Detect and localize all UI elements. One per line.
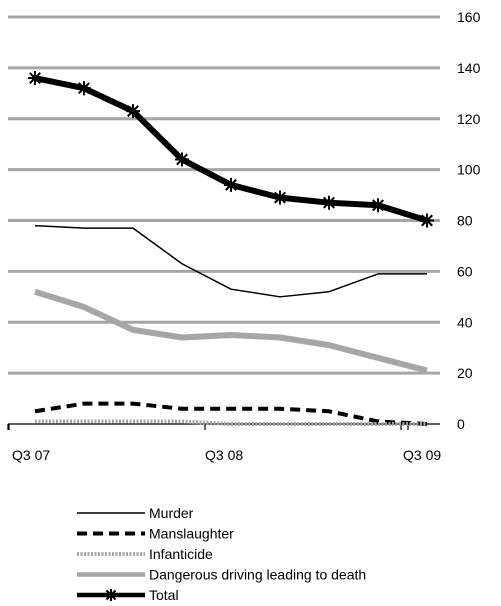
y-tick-label-60: 60 <box>457 263 473 279</box>
x-tick-label: Q3 07 <box>12 447 50 463</box>
total-marker <box>322 195 336 210</box>
series-line-dangerous-driving-leading-to-death <box>34 288 428 374</box>
series-line-infanticide <box>35 419 427 426</box>
y-tick-label-0: 0 <box>457 416 465 432</box>
total-marker <box>175 152 189 167</box>
series-line-total <box>32 75 430 224</box>
legend-item: Manslaughter <box>77 526 234 542</box>
y-tick-label-160: 160 <box>457 9 481 25</box>
total-marker <box>420 213 434 228</box>
legend-label: Dangerous driving leading to death <box>149 567 366 583</box>
legend: Murder Manslaughter Infanticide Dangerous d… <box>77 505 366 603</box>
legend-label: Total <box>149 587 179 603</box>
total-marker <box>105 589 117 601</box>
series-lines <box>28 71 434 426</box>
legend-item: Infanticide <box>77 546 213 562</box>
x-tick-label: Q3 09 <box>403 447 441 463</box>
legend-label: Infanticide <box>149 546 213 562</box>
y-tick-label-140: 140 <box>457 60 481 76</box>
y-tick-label-100: 100 <box>457 162 481 178</box>
series-line-manslaughter <box>34 401 428 426</box>
legend-label: Murder <box>149 505 194 521</box>
axes: 0 20 40 60 80 100 120 140 160 Q3 07 Q3 08 Q3 09 <box>7 9 481 463</box>
series-line-murder <box>34 224 427 298</box>
legend-item: Total <box>77 587 179 603</box>
legend-item: Murder <box>77 505 194 521</box>
y-tick-label-40: 40 <box>457 314 473 330</box>
total-marker <box>77 81 91 96</box>
x-tick-label: Q3 08 <box>205 447 243 463</box>
total-marker <box>126 104 140 119</box>
total-marker <box>371 198 385 213</box>
y-tick-label-120: 120 <box>457 111 481 127</box>
total-marker <box>224 177 238 192</box>
legend-item: Dangerous driving leading to death <box>77 567 366 583</box>
total-marker <box>273 190 287 205</box>
legend-label: Manslaughter <box>149 526 234 542</box>
total-marker <box>28 71 42 86</box>
y-tick-label-80: 80 <box>457 213 473 229</box>
y-tick-label-20: 20 <box>457 365 473 381</box>
grid-lines <box>8 15 440 375</box>
